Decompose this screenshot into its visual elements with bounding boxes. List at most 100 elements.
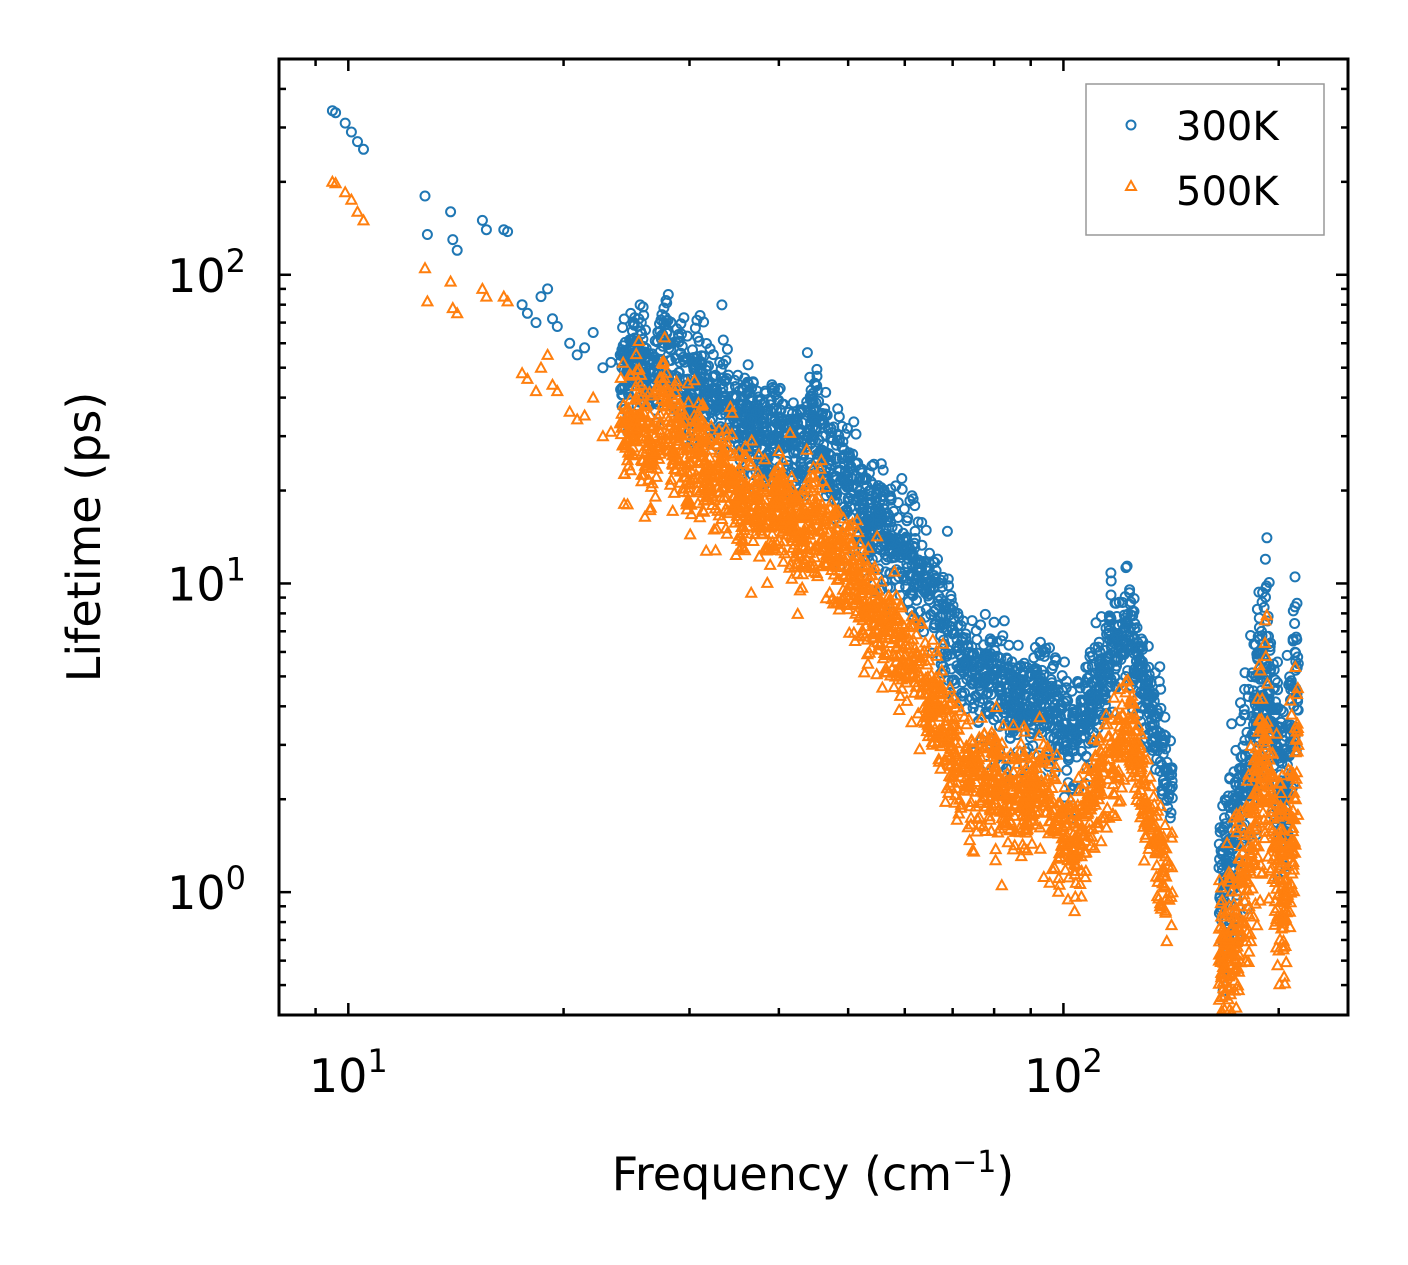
data-point	[1009, 665, 1021, 677]
data-point	[966, 678, 978, 690]
data-point	[988, 853, 1003, 866]
data-point	[707, 522, 721, 535]
data-point	[995, 878, 1009, 891]
data-point	[1163, 788, 1175, 800]
data-point	[781, 428, 793, 439]
data-point	[1003, 772, 1017, 785]
data-point	[1044, 795, 1058, 808]
data-point	[1291, 807, 1305, 820]
data-point	[1052, 871, 1066, 884]
data-point	[1032, 728, 1046, 741]
data-point	[929, 644, 944, 657]
data-point	[638, 309, 650, 321]
data-point	[656, 356, 670, 369]
data-point	[660, 295, 672, 306]
data-point	[693, 456, 707, 469]
data-point	[1214, 880, 1228, 893]
data-point	[1001, 835, 1015, 848]
data-point	[638, 509, 652, 522]
data-point	[640, 324, 651, 336]
data-point	[680, 440, 694, 453]
data-point	[1222, 898, 1236, 911]
data-point	[673, 402, 687, 415]
data-point	[1074, 849, 1089, 862]
data-point	[1244, 738, 1258, 751]
data-point	[648, 428, 662, 441]
data-point	[819, 479, 833, 492]
data-point	[826, 516, 840, 529]
data-point	[843, 492, 855, 504]
data-point	[777, 534, 791, 547]
data-point	[961, 820, 975, 833]
data-point	[1164, 918, 1179, 931]
data-point	[1112, 732, 1126, 745]
data-point	[840, 527, 855, 540]
data-point	[1229, 776, 1241, 788]
data-point	[804, 539, 818, 552]
data-point	[880, 524, 892, 536]
data-point	[418, 261, 432, 274]
data-point	[1094, 834, 1108, 847]
data-point	[964, 817, 978, 830]
data-point	[1249, 741, 1263, 754]
data-point	[819, 403, 831, 415]
data-point	[1007, 676, 1019, 688]
data-point	[1249, 795, 1263, 808]
data-point	[1283, 693, 1297, 706]
data-point	[1253, 893, 1267, 906]
data-point	[1004, 746, 1018, 759]
data-point	[551, 321, 563, 332]
data-point	[1125, 596, 1137, 608]
data-point	[873, 505, 885, 517]
data-point	[344, 192, 359, 205]
data-point	[952, 806, 966, 819]
data-point	[628, 317, 640, 329]
data-point	[1213, 919, 1227, 932]
data-point	[964, 794, 978, 807]
data-point	[1028, 652, 1040, 664]
data-point	[634, 467, 649, 480]
data-point	[691, 314, 703, 326]
data-point	[746, 413, 758, 425]
data-point	[1090, 617, 1102, 629]
data-point	[1216, 904, 1230, 917]
data-point	[721, 343, 733, 355]
data-point	[1103, 610, 1115, 622]
data-point	[704, 442, 718, 455]
data-point	[1085, 700, 1097, 712]
data-point	[497, 289, 511, 302]
data-point	[1146, 734, 1158, 746]
data-point	[1137, 853, 1151, 866]
data-point	[443, 274, 458, 287]
data-point	[1142, 640, 1154, 652]
data-point	[951, 749, 965, 762]
data-point	[1148, 689, 1160, 701]
data-point	[829, 489, 841, 501]
data-point	[1067, 904, 1082, 917]
data-point	[1076, 745, 1087, 757]
data-point	[1033, 693, 1045, 705]
data-point	[697, 504, 711, 517]
data-point	[970, 625, 982, 637]
data-point	[833, 411, 845, 423]
data-point	[803, 427, 815, 439]
data-point	[757, 416, 769, 428]
data-point	[887, 680, 901, 693]
data-point	[1058, 844, 1072, 857]
data-point	[1235, 751, 1247, 763]
data-point	[421, 229, 433, 240]
data-point	[909, 525, 921, 537]
data-point	[810, 415, 822, 427]
data-point	[1247, 853, 1261, 866]
data-point	[663, 342, 675, 354]
data-point	[1140, 752, 1155, 765]
data-point	[1100, 622, 1112, 634]
data-point	[894, 533, 906, 545]
data-point	[885, 492, 897, 504]
data-point	[672, 453, 687, 466]
data-point	[1260, 676, 1275, 689]
data-point	[994, 680, 1006, 692]
data-point	[875, 482, 887, 494]
data-point	[644, 421, 658, 434]
data-point	[719, 391, 731, 403]
